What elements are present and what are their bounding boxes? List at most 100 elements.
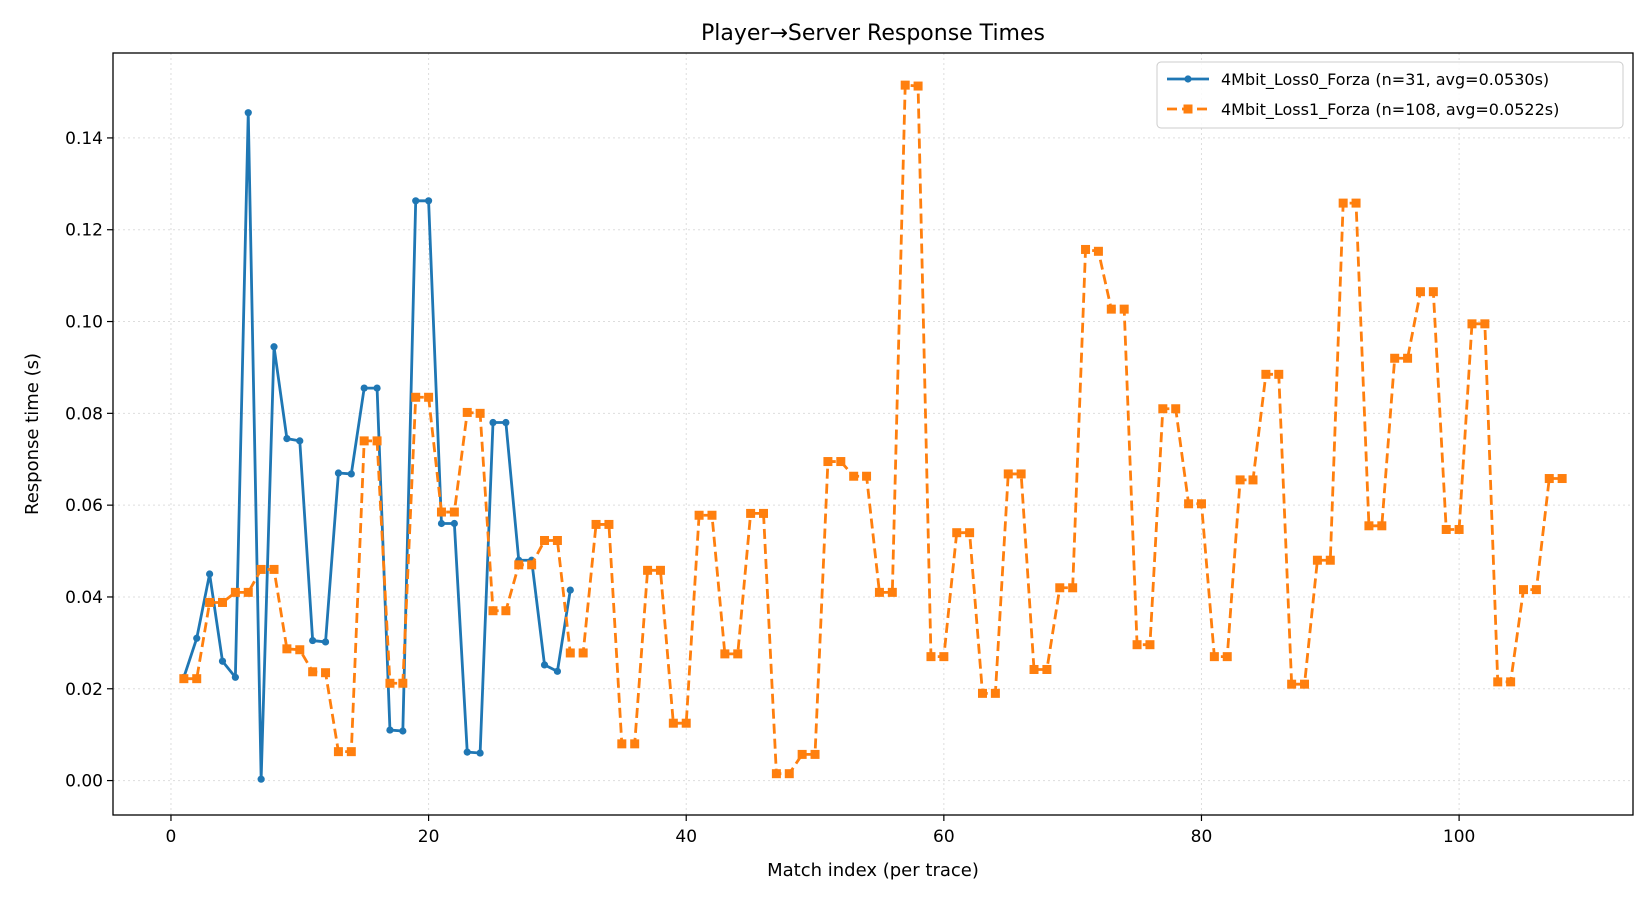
x-axis-label: Match index (per trace) [767,860,979,881]
x-tick-label: 80 [1191,827,1213,847]
data-point [321,668,331,678]
legend-marker-2 [1183,104,1193,114]
series-line [183,83,1563,776]
data-point [1506,677,1516,687]
series-layer [179,80,1567,783]
data-point [1351,198,1361,208]
data-point [1106,304,1116,314]
data-point [386,726,394,734]
data-point [334,469,343,477]
data-point [514,560,524,570]
data-point [1274,369,1284,379]
y-tick-label: 0.14 [65,129,103,149]
data-point [424,197,433,205]
data-point [437,519,446,528]
x-tick-label: 20 [418,827,440,847]
data-point [1428,287,1438,297]
data-point [1441,524,1451,534]
data-point [296,437,304,445]
data-point [1016,469,1026,479]
data-point [874,587,884,597]
data-point [346,747,356,757]
data-point [900,80,910,90]
data-point [1068,583,1078,593]
data-point [681,718,691,728]
data-point [449,507,459,517]
data-point [1300,679,1310,689]
data-point [359,436,369,446]
data-point [540,535,550,545]
data-point [1493,677,1503,687]
data-point [1325,555,1335,565]
legend-box [1156,61,1624,129]
data-point [939,652,949,662]
data-point [308,667,318,677]
data-point [501,606,511,616]
data-point [333,747,343,757]
y-tick-label: 0.08 [65,404,103,424]
data-point [1145,640,1155,650]
data-point [309,636,317,645]
data-point [1312,555,1322,565]
data-point [1557,474,1567,484]
data-point [256,564,266,574]
data-point [321,638,330,646]
data-point [759,508,769,518]
data-point [436,507,446,517]
chart-title: Player→Server Response Times [701,21,1045,46]
data-point [797,749,807,759]
data-point [412,197,420,205]
y-tick-label: 0.10 [65,313,103,333]
data-point [913,81,923,91]
data-point [1235,475,1245,485]
data-point [1093,246,1103,256]
data-point [836,457,846,467]
plot-frame [112,52,1634,816]
data-point [733,649,743,659]
data-point [1364,521,1374,531]
x-tick-label: 40 [675,827,697,847]
data-point [1158,404,1168,414]
data-point [1544,474,1554,484]
y-tick-label: 0.12 [65,221,103,241]
data-point [707,510,717,520]
y-tick-label: 0.06 [65,496,103,516]
data-point [1248,475,1258,485]
data-point [206,570,214,578]
x-tick-label: 0 [166,827,177,847]
data-point [1029,664,1039,674]
data-point [1467,319,1477,329]
y-tick-label: 0.00 [65,772,103,792]
data-point [617,739,627,749]
data-point [668,718,678,728]
data-point [553,667,562,675]
data-point [1222,652,1232,662]
data-point [205,597,215,607]
x-tick-label: 100 [1443,827,1475,847]
data-point [1454,524,1464,534]
data-point [746,508,756,518]
data-point [488,606,498,616]
data-point [373,384,381,392]
data-point [1196,499,1206,509]
data-point [398,678,408,688]
data-point [243,587,253,597]
data-point [411,392,421,402]
data-point [193,634,201,642]
legend: 4Mbit_Loss0_Forza (n=31, avg=0.0530s) 4Mb… [1156,61,1624,129]
data-point [462,407,472,417]
data-point [990,688,1000,698]
data-point [282,644,292,654]
data-point [694,510,704,520]
axes: 0 20 40 60 80 100 0.00 0.02 0.04 0.06 0.08 0.10 0.12… [65,129,1475,847]
data-point [1261,369,1271,379]
data-point [179,674,189,684]
data-point [1081,244,1091,254]
legend-label-2: 4Mbit_Loss1_Forza (n=108, avg=0.0522s) [1221,100,1559,120]
data-point [952,528,962,538]
grid [113,53,1633,815]
data-point [1184,499,1194,509]
data-point [1119,304,1129,314]
data-point [1390,353,1400,363]
data-point [887,587,897,597]
